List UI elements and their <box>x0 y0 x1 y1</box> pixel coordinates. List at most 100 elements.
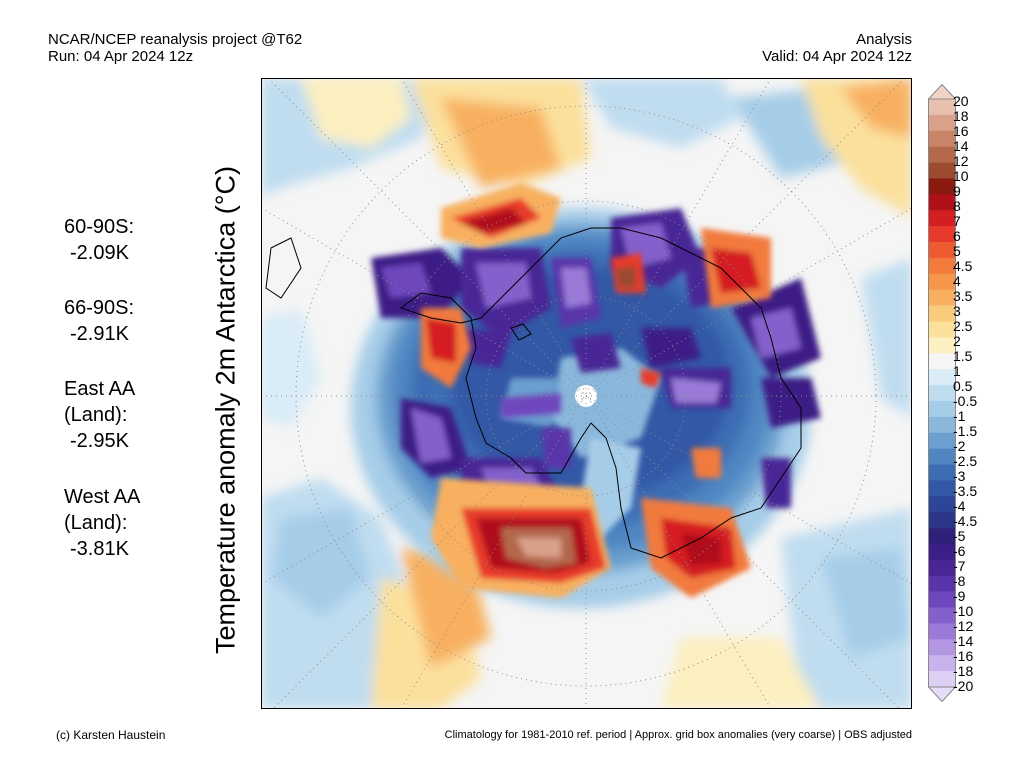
stat-value: -2.95K <box>70 430 129 452</box>
valid-time: Valid: 04 Apr 2024 12z <box>762 48 912 65</box>
colorbar-tick-label: 10 <box>953 168 969 184</box>
colorbar-segment <box>928 432 956 449</box>
colorbar-tick-label: -14 <box>953 633 974 649</box>
colorbar-tick-label: -5 <box>953 528 966 544</box>
run-time: Run: 04 Apr 2024 12z <box>48 48 194 65</box>
colorbar-tick-label: -12 <box>953 618 974 634</box>
colorbar-tick-label: -3 <box>953 468 966 484</box>
colorbar-segment <box>928 655 956 672</box>
colorbar-segment <box>928 480 956 497</box>
colorbar-tick-label: -20 <box>953 678 974 694</box>
colorbar-segment <box>928 99 956 116</box>
colorbar-segment <box>928 623 956 640</box>
colorbar-segments <box>928 99 956 688</box>
colorbar-segment <box>928 607 956 624</box>
stat-east-aa: East AA (Land): -2.95K <box>64 376 135 454</box>
colorbar-segment <box>928 210 956 227</box>
stat-region: 60-90S: <box>64 216 135 238</box>
stat-value: -3.81K <box>70 538 129 560</box>
colorbar-tick-label: -18 <box>953 663 974 679</box>
colorbar-tick-label: 3.5 <box>953 288 973 304</box>
colorbar-tick-label: 2 <box>953 333 961 349</box>
stat-region: 66-90S: <box>64 297 135 319</box>
anomaly-map <box>261 78 912 709</box>
stat-region: West AA (Land): <box>64 486 141 534</box>
colorbar-segment <box>928 512 956 529</box>
colorbar-tick-label: 16 <box>953 123 969 139</box>
colorbar-tick-label: -9 <box>953 588 966 604</box>
colorbar-tick-label: 7 <box>953 213 961 229</box>
colorbar-segment <box>928 337 956 354</box>
colorbar-tick-label: 8 <box>953 198 961 214</box>
climatology-note: Climatology for 1981-2010 ref. period | … <box>444 729 912 741</box>
colorbar-segment <box>928 305 956 322</box>
colorbar-segment <box>928 194 956 211</box>
colorbar-tick-label: -2.5 <box>953 453 978 469</box>
stat-60-90s: 60-90S: -2.09K <box>64 214 134 266</box>
colorbar-segment <box>928 353 956 370</box>
colorbar-tick-label: 6 <box>953 228 961 244</box>
colorbar-segment <box>928 257 956 275</box>
colorbar-segment <box>928 528 956 545</box>
colorbar-segment <box>928 385 956 402</box>
colorbar-segment <box>928 416 956 434</box>
colorbar-segment <box>928 321 956 338</box>
colorbar-segment <box>928 178 956 195</box>
colorbar-tick-label: -16 <box>953 648 974 664</box>
colorbar-tick-label: 1.5 <box>953 348 973 364</box>
stat-value: -2.91K <box>70 323 129 345</box>
colorbar-tick-label: -10 <box>953 603 974 619</box>
colorbar-tick-label: -1 <box>953 408 966 424</box>
colorbar-segment <box>928 226 956 243</box>
colorbar-tick-label: -4 <box>953 498 966 514</box>
colorbar-segment <box>928 289 956 306</box>
colorbar-segment <box>928 543 956 561</box>
colorbar-segment <box>928 369 956 386</box>
colorbar-segment <box>928 496 956 513</box>
colorbar-tick-label: 18 <box>953 108 969 124</box>
colorbar-tick-label: -6 <box>953 543 966 559</box>
colorbar-segment <box>928 162 956 179</box>
colorbar-tick-label: 12 <box>953 153 969 169</box>
colorbar-segment <box>928 114 956 132</box>
stat-value: -2.09K <box>70 242 129 264</box>
stat-west-aa: West AA (Land): -3.81K <box>64 484 140 562</box>
colorbar-bottom-arrow <box>928 686 956 702</box>
model-title: NCAR/NCEP reanalysis project @T62 <box>48 31 303 48</box>
colorbar-tick-label: 9 <box>953 183 961 199</box>
colorbar-segment <box>928 671 956 688</box>
colorbar-tick-label: -2 <box>953 438 966 454</box>
variable-label: Temperature anomaly 2m Antarctica (°C) <box>210 166 241 654</box>
colorbar-tick-label: -4.5 <box>953 513 978 529</box>
colorbar-tick-label: 4 <box>953 273 961 289</box>
colorbar-tick-label: 1 <box>953 363 961 379</box>
colorbar-segment <box>928 448 956 465</box>
stat-region: East AA (Land): <box>64 378 136 426</box>
colorbar-tick-label: -8 <box>953 573 966 589</box>
colorbar-tick-label: -1.5 <box>953 423 978 439</box>
analysis-label: Analysis <box>856 31 912 48</box>
colorbar-tick-label: 3 <box>953 303 961 319</box>
colorbar-segment <box>928 639 956 656</box>
colorbar-tick-label: -0.5 <box>953 393 978 409</box>
colorbar-segment <box>928 464 956 481</box>
colorbar-segment <box>928 130 956 147</box>
colorbar-tick-label: 14 <box>953 138 969 154</box>
colorbar-tick-label: 4.5 <box>953 258 973 274</box>
colorbar-tick-label: -7 <box>953 558 966 574</box>
colorbar-tick-label: -3.5 <box>953 483 978 499</box>
colorbar-tick-label: 0.5 <box>953 378 973 394</box>
colorbar-tick-label: 2.5 <box>953 318 973 334</box>
colorbar-tick-label: 20 <box>953 93 969 109</box>
colorbar-segment <box>928 591 956 608</box>
colorbar-top-arrow <box>928 84 956 100</box>
colorbar-tick-label: 5 <box>953 243 961 259</box>
colorbar-segment <box>928 575 956 592</box>
copyright: (c) Karsten Haustein <box>56 728 166 742</box>
stat-66-90s: 66-90S: -2.91K <box>64 295 134 347</box>
colorbar-segment <box>928 242 956 259</box>
colorbar <box>928 84 956 702</box>
colorbar-labels: 20 18 16 14 12 10 9 8 7 6 5 4.5 4 3.5 3 2.5 2 1.5 1 0.5 -0.5… <box>953 0 1023 768</box>
colorbar-segment <box>928 559 956 577</box>
colorbar-segment <box>928 146 956 163</box>
